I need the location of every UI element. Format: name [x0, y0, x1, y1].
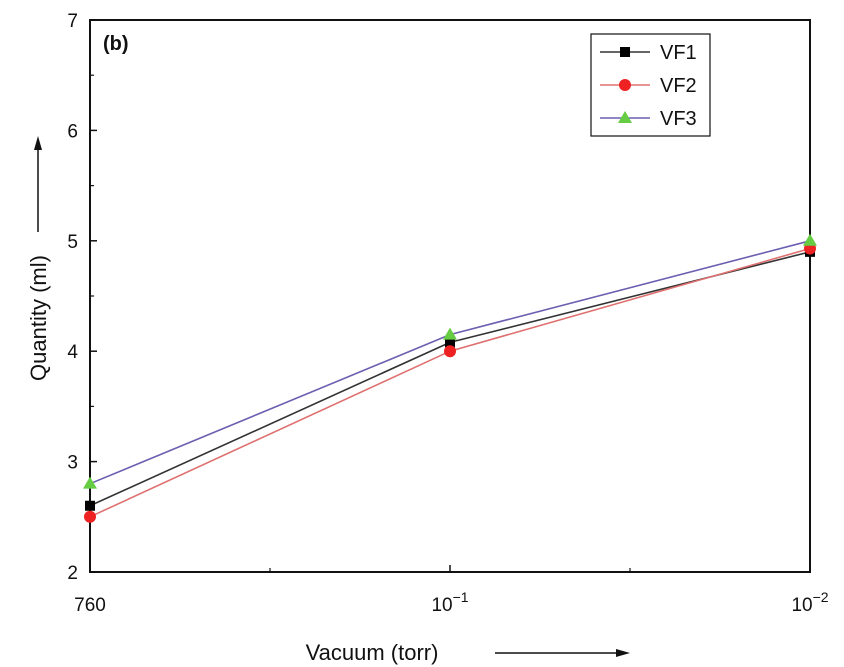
y-tick-label: 3 [67, 453, 78, 474]
y-axis-title: Quantity (ml) [26, 255, 51, 381]
legend-marker-vf1 [620, 47, 630, 57]
y-tick-label: 4 [67, 342, 78, 363]
series-line-vf2 [89, 247, 811, 518]
x-axis-ticks: 760 10−1 10−2 [74, 565, 829, 616]
legend-label-vf1: VF1 [660, 42, 697, 64]
legend-label-vf2: VF2 [660, 75, 697, 97]
y-axis-ticks: 2 3 4 5 6 7 [67, 11, 97, 584]
data-point-vf2 [444, 345, 456, 358]
x-axis-arrow [495, 649, 630, 657]
series-layer [83, 233, 817, 523]
x-tick-label: 10−1 [431, 589, 468, 616]
data-point-vf2 [84, 510, 96, 523]
panel-label: (b) [103, 33, 129, 55]
legend-label-vf3: VF3 [660, 108, 697, 130]
data-point-vf3 [443, 327, 457, 340]
y-tick-label: 7 [67, 11, 78, 32]
x-axis-title: Vacuum (torr) [306, 640, 439, 665]
legend-marker-vf2 [619, 79, 631, 91]
series-line-vf3 [89, 240, 811, 485]
x-tick-label: 760 [74, 595, 106, 616]
legend: VF1 VF2 VF3 [590, 33, 711, 137]
data-point-vf1 [85, 500, 95, 511]
y-tick-label: 6 [67, 121, 78, 142]
y-tick-label: 5 [67, 232, 78, 253]
y-axis-arrow [34, 136, 42, 232]
data-point-vf3 [803, 233, 817, 246]
data-point-vf1 [445, 337, 455, 348]
data-point-vf3 [83, 476, 97, 489]
x-tick-label: 10−2 [791, 589, 828, 616]
y-tick-label: 2 [67, 563, 78, 584]
legend-marker-vf3 [618, 111, 632, 123]
